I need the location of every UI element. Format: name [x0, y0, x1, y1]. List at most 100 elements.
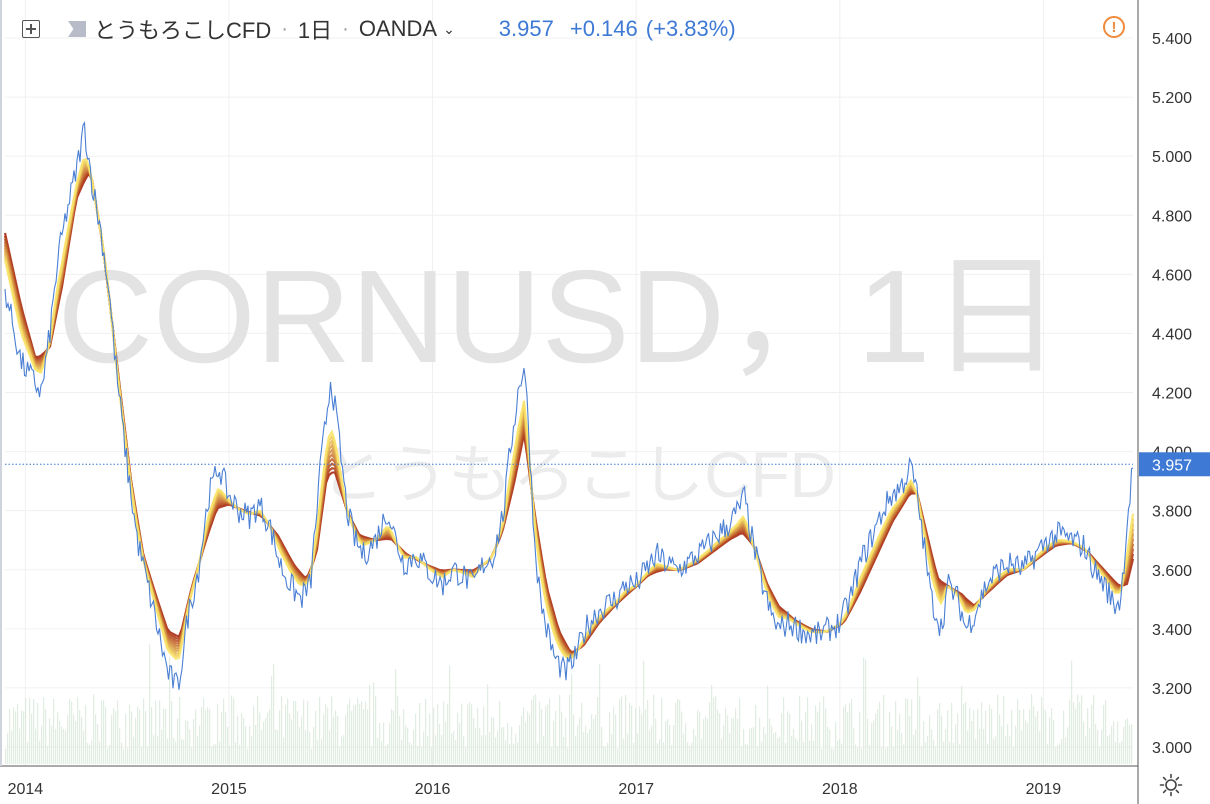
volume-bar: [333, 716, 335, 764]
volume-bar: [689, 745, 691, 764]
volume-bar: [287, 698, 289, 764]
volume-bar: [59, 720, 61, 764]
volume-bar: [1085, 736, 1087, 764]
volume-bar: [161, 729, 163, 764]
volume-bar: [257, 696, 259, 764]
x-tick-label: 2018: [822, 781, 858, 798]
volume-bar: [687, 742, 689, 764]
volume-bar: [895, 701, 897, 764]
volume-bar: [453, 731, 455, 764]
volume-bar: [827, 726, 829, 764]
flag-icon[interactable]: [68, 21, 86, 37]
volume-bar: [355, 704, 357, 764]
gear-icon[interactable]: [1159, 773, 1183, 797]
volume-bar: [405, 725, 407, 764]
volume-bar: [701, 739, 703, 764]
volume-bar: [575, 735, 577, 764]
volume-bar: [1105, 700, 1107, 764]
volume-bar: [163, 708, 165, 764]
volume-bar: [277, 730, 279, 764]
watermark-description: とうもろこしCFD: [320, 439, 836, 511]
y-axis-ticks: 3.0003.2003.4003.6003.8004.0004.2004.400…: [1152, 31, 1192, 757]
volume-bar: [221, 711, 223, 764]
volume-bar: [907, 699, 909, 764]
volume-bar: [1005, 736, 1007, 764]
volume-bar: [27, 742, 29, 764]
volume-bar: [593, 719, 595, 764]
y-tick-label: 3.600: [1152, 563, 1192, 580]
volume-bar: [225, 711, 227, 764]
volume-bar: [885, 748, 887, 764]
volume-bar: [417, 746, 419, 764]
volume-bar: [205, 710, 207, 764]
volume-bar: [401, 739, 403, 764]
volume-bar: [197, 736, 199, 764]
volume-bar: [857, 747, 859, 764]
volume-bar: [237, 715, 239, 764]
volume-bar: [973, 710, 975, 764]
volume-bar: [253, 706, 255, 764]
volume-bar: [291, 719, 293, 764]
volume-bar: [677, 698, 679, 764]
broker-label[interactable]: OANDA: [358, 16, 438, 41]
volume-bar: [927, 735, 929, 764]
volume-bar: [5, 748, 7, 764]
volume-bar: [281, 696, 283, 764]
volume-bar: [81, 716, 83, 764]
volume-bar: [51, 725, 53, 764]
volume-bar: [919, 696, 921, 764]
y-tick-label: 3.400: [1152, 622, 1192, 639]
volume-bar: [801, 720, 803, 764]
plus-box-icon[interactable]: [22, 20, 40, 38]
volume-bar: [913, 734, 915, 764]
volume-bar: [369, 684, 371, 764]
y-tick-label: 4.600: [1152, 267, 1192, 284]
volume-bar: [63, 728, 65, 764]
volume-bar: [151, 706, 153, 764]
volume-bar: [917, 676, 919, 764]
alert-icon[interactable]: !: [1103, 16, 1125, 38]
volume-bar: [363, 709, 365, 764]
volume-bar: [235, 742, 237, 764]
volume-bar: [359, 703, 361, 764]
volume-bar: [137, 706, 139, 764]
volume-bar: [795, 737, 797, 764]
volume-bar: [533, 695, 535, 764]
volume-bar: [1093, 695, 1095, 764]
last-price-label-bg: [1139, 452, 1210, 477]
volume-bar: [883, 695, 885, 764]
volume-bar: [879, 701, 881, 764]
volume-bar: [425, 699, 427, 764]
volume-bar: [807, 697, 809, 764]
volume-bar: [839, 738, 841, 764]
volume-bar: [549, 698, 551, 764]
volume-bar: [487, 684, 489, 764]
volume-bar: [531, 699, 533, 764]
volume-bar: [947, 710, 949, 764]
volume-bar: [619, 698, 621, 764]
volume-bar: [1119, 742, 1121, 764]
volume-bar: [1121, 741, 1123, 764]
volume-bar: [729, 732, 731, 764]
symbol-title[interactable]: とうもろこしCFD: [94, 18, 272, 43]
volume-bar: [933, 739, 935, 764]
volume-bar: [745, 744, 747, 764]
volume-bar: [45, 708, 47, 764]
volume-bar: [61, 726, 63, 764]
price-series: [4, 121, 1134, 690]
interval-label[interactable]: 1日: [297, 18, 333, 43]
volume-bar: [289, 714, 291, 764]
volume-bar: [853, 728, 855, 764]
volume-bar: [407, 727, 409, 764]
volume-bar: [939, 703, 941, 764]
volume-bar: [397, 696, 399, 764]
chevron-down-icon[interactable]: ⌄: [443, 20, 455, 37]
volume-bar: [199, 725, 201, 764]
volume-bar: [239, 744, 241, 764]
volume-bar: [213, 744, 215, 764]
volume-bar: [643, 660, 645, 764]
volume-bar: [285, 705, 287, 764]
volume-bar: [1081, 695, 1083, 764]
volume-bar: [695, 735, 697, 764]
